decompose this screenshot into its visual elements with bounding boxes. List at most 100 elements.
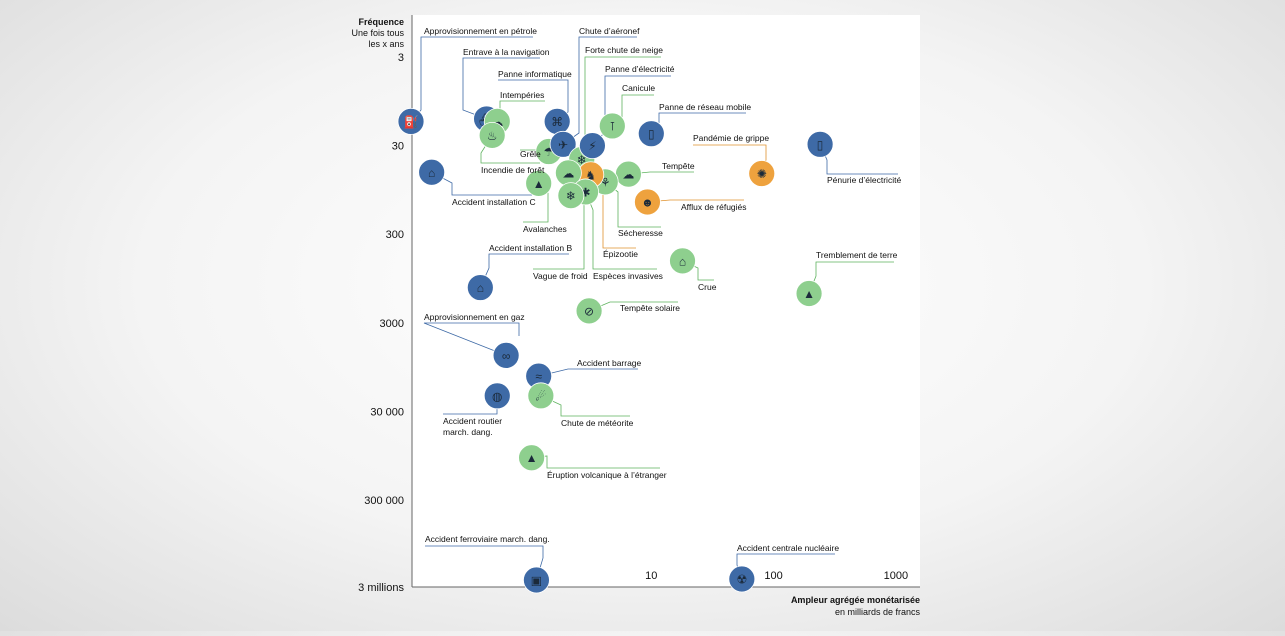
y-tick-label: 300 xyxy=(386,229,404,241)
point-label: Tempête solaire xyxy=(620,303,680,313)
bubble-green xyxy=(518,444,545,472)
point-label: Afflux de réfugiés xyxy=(681,202,747,212)
y-tick-label: 3 xyxy=(398,52,404,64)
bubble-blue xyxy=(418,158,446,186)
point-label: Pandémie de grippe xyxy=(693,133,769,143)
x-tick-label: 100 xyxy=(764,570,782,582)
x-tick-label: 1000 xyxy=(884,570,908,582)
bubble-blue xyxy=(637,120,665,148)
bubble-blue xyxy=(728,565,756,593)
y-tick-label: 30 000 xyxy=(370,406,404,418)
bubble-green xyxy=(478,121,506,149)
nuclear-plant-icon: ☢ xyxy=(736,573,747,587)
point-label: Tremblement de terre xyxy=(816,250,898,260)
point-label: Accident ferroviaire march. dang. xyxy=(425,534,550,544)
bubble-blue xyxy=(523,566,550,594)
lightning-icon: ⚡ xyxy=(588,139,596,153)
point-label: Vague de froid xyxy=(533,271,588,281)
point-label: Chute d’aéronef xyxy=(579,26,640,36)
fire-icon: ♨ xyxy=(487,129,498,143)
point-label: Avalanches xyxy=(523,224,567,234)
y-tick-label: 3 millions xyxy=(358,582,404,594)
bubble-blue xyxy=(492,342,520,369)
flood-house-icon: ⌂ xyxy=(679,254,686,268)
bubble-orange xyxy=(634,188,661,216)
bubble-blue xyxy=(483,382,511,410)
y-tick-label: 3000 xyxy=(380,318,404,330)
point-label: Tempête xyxy=(662,161,695,171)
bubble-orange xyxy=(748,160,776,187)
point-label: Canicule xyxy=(622,83,655,93)
wind-cloud-icon: ☁ xyxy=(622,168,634,182)
x-axis-label: en milliards de francs xyxy=(835,607,921,617)
point-label: Chute de météorite xyxy=(561,418,634,428)
y-axis-label: Une fois tous xyxy=(351,28,404,38)
factory-icon: ⌂ xyxy=(477,281,484,295)
mobile-phone-icon: ▯ xyxy=(817,138,824,152)
bubble-green xyxy=(557,182,585,209)
y-axis-label: Fréquence xyxy=(358,17,404,27)
bubble-blue xyxy=(806,130,834,158)
cold-cloud-icon: ☁ xyxy=(562,166,574,180)
point-label: Espèces invasives xyxy=(593,271,663,281)
point-label: Approvisionnement en pétrole xyxy=(424,26,537,36)
point-label: Sécheresse xyxy=(618,228,663,238)
point-label: Pénurie d’électricité xyxy=(827,175,901,185)
virus-icon: ✺ xyxy=(757,167,767,181)
point-label: march. dang. xyxy=(443,427,493,437)
point-label: Accident barrage xyxy=(577,358,642,368)
bubble-green xyxy=(575,297,603,325)
earthquake-icon: ▲ xyxy=(803,287,815,301)
point-label: Éruption volcanique à l’étranger xyxy=(547,470,667,480)
bubble-blue xyxy=(549,130,577,158)
plot-area xyxy=(412,15,920,587)
point-label: Grêle xyxy=(520,149,541,159)
bubble-green xyxy=(525,169,553,197)
magnifier-icon: ⊘ xyxy=(584,304,594,318)
dry-plant-icon: ⚘ xyxy=(600,175,611,189)
point-label: Incendie de forêt xyxy=(481,165,545,175)
gas-icon: ∞ xyxy=(502,349,511,363)
bubble-green xyxy=(598,112,626,140)
bubble-green xyxy=(795,280,823,307)
point-label: Panne d’électricité xyxy=(605,64,675,74)
thermometer-icon: ⊺ xyxy=(609,119,615,133)
airplane-icon: ✈ xyxy=(558,138,568,152)
point-label: Entrave à la navigation xyxy=(463,47,550,57)
volcano-icon: ▲ xyxy=(526,451,538,465)
people-icon: ☻ xyxy=(641,196,654,210)
wave-icon: ≈ xyxy=(535,370,542,384)
leader-line xyxy=(423,322,520,356)
mobile-phone-icon: ▯ xyxy=(648,127,655,141)
x-axis-label: Ampleur agrégée monétarisée xyxy=(791,595,920,605)
point-label: Accident routier xyxy=(443,416,502,426)
point-label: Approvisionnement en gaz xyxy=(424,312,525,322)
fuel-pump-icon: ⛽ xyxy=(404,115,419,129)
point-label: Intempéries xyxy=(500,90,544,100)
train-icon: ▣ xyxy=(531,574,542,588)
bubble-blue xyxy=(466,274,494,301)
bubble-green xyxy=(527,382,555,410)
y-tick-label: 300 000 xyxy=(364,495,404,507)
point-label: Accident installation B xyxy=(489,243,572,253)
animal-icon: ♞ xyxy=(585,168,596,182)
snowflake-icon: ❄ xyxy=(566,189,576,203)
y-tick-label: 30 xyxy=(392,141,404,153)
point-labels: Approvisionnement en pétrole Entrave à la… xyxy=(424,26,901,553)
hail-icon: ☂ xyxy=(543,145,554,159)
factory-icon: ⌂ xyxy=(428,166,435,180)
bubble-blue xyxy=(397,108,425,135)
avalanche-icon: ▲ xyxy=(533,177,545,191)
bubble-blue xyxy=(579,132,606,160)
bubble-green xyxy=(669,247,696,275)
point-label: Panne de réseau mobile xyxy=(659,102,751,112)
meteor-icon: ☄ xyxy=(535,389,546,403)
network-icon: ⌘ xyxy=(551,115,563,129)
y-axis-label: les x ans xyxy=(368,39,404,49)
x-tick-label: 10 xyxy=(645,570,657,582)
truck-icon: ◍ xyxy=(492,389,503,403)
point-label: Accident centrale nucléaire xyxy=(737,543,839,553)
bug-icon: ✱ xyxy=(581,185,591,199)
point-label: Accident installation C xyxy=(452,197,536,207)
